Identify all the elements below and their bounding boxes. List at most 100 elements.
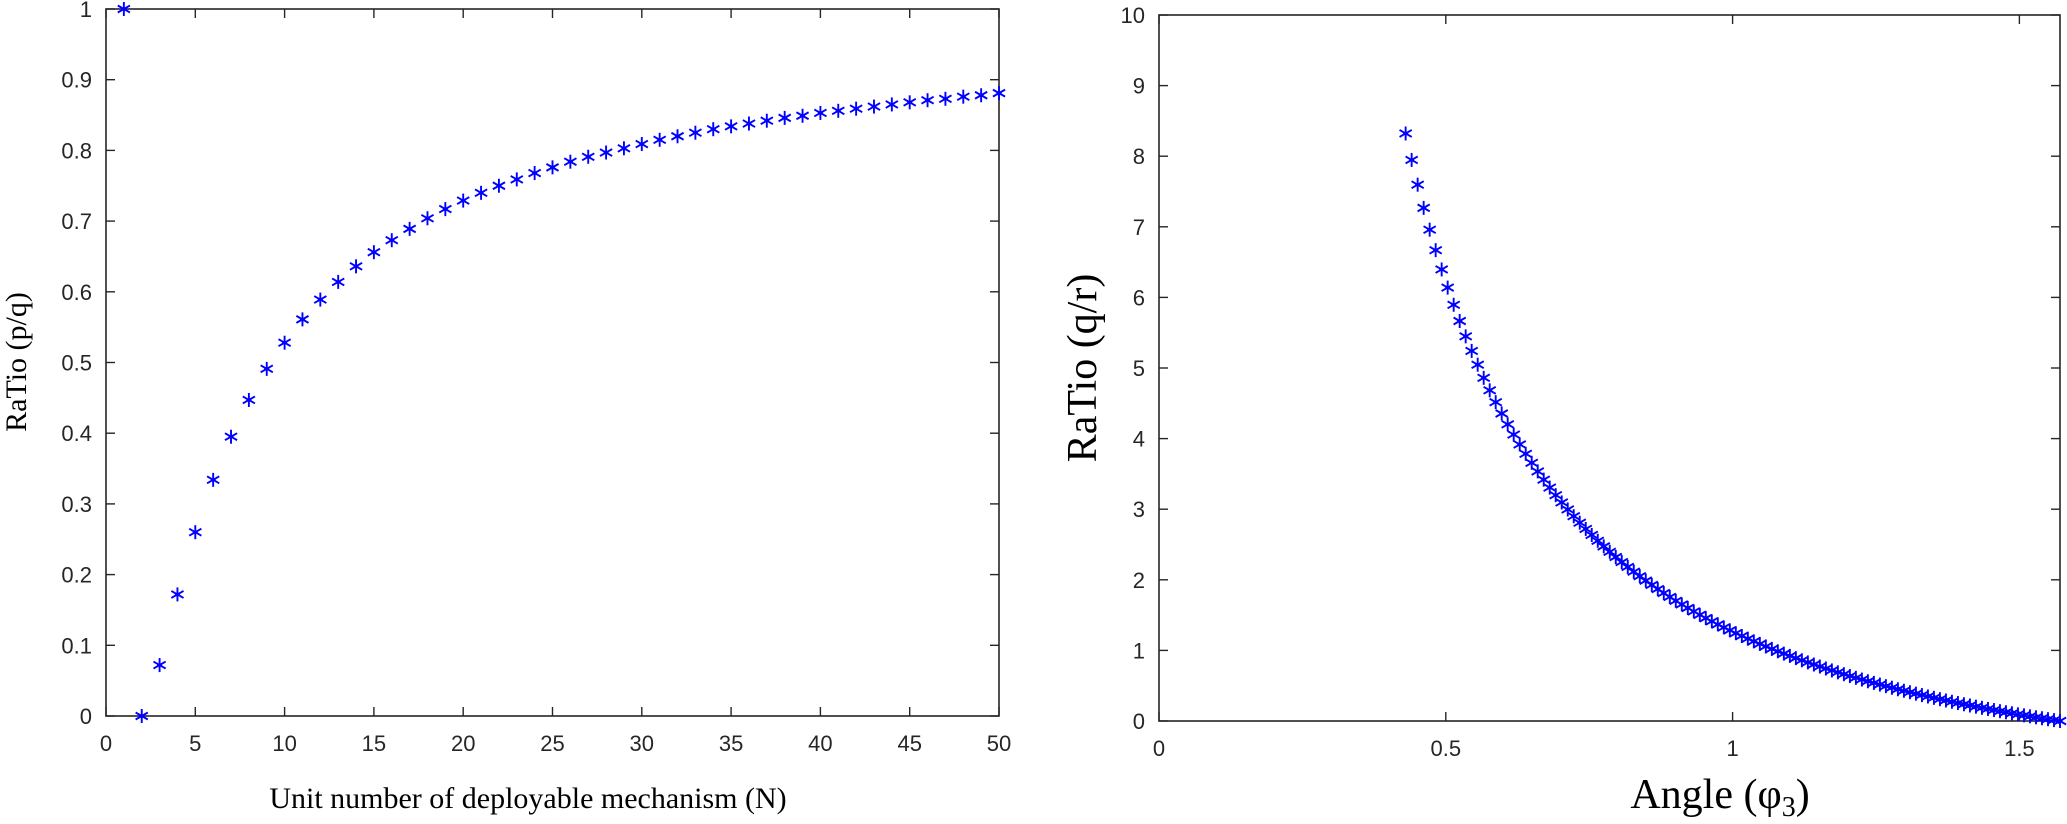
left-data-point: [831, 103, 845, 118]
left-data-point: [885, 97, 899, 112]
left-data-point: [938, 91, 952, 106]
r-ytick-label: 2: [1133, 568, 1145, 593]
left-data-point: [974, 88, 988, 103]
right-data-series: [1399, 126, 2067, 728]
l-ytick-label: 0: [80, 704, 92, 729]
right-data-point: [2053, 714, 2067, 728]
r-ytick-label: 0: [1133, 709, 1145, 734]
left-data-point: [813, 105, 827, 120]
l-ytick-label: 0.1: [61, 633, 92, 658]
right-data-point: [1525, 455, 1539, 470]
left-data-point: [349, 259, 363, 274]
right-data-point: [1399, 126, 1413, 141]
r-ytick-label: 5: [1133, 356, 1145, 381]
r-ytick-label: 1: [1133, 638, 1145, 663]
l-xtick-label: 20: [451, 731, 475, 756]
left-data-point: [795, 108, 810, 123]
left-data-point: [724, 119, 738, 134]
l-ytick-label: 0.9: [61, 68, 92, 93]
right-data-point: [1615, 555, 1629, 570]
l-ytick-label: 0.8: [61, 138, 92, 163]
left-data-point: [510, 172, 524, 187]
l-ytick-label: 0.3: [61, 492, 92, 517]
r-ytick-label: 4: [1133, 427, 1145, 452]
left-data-point: [153, 658, 167, 673]
left-data-point: [224, 429, 238, 444]
right-x-axis-label-close: ): [1796, 772, 1810, 818]
left-data-point: [688, 125, 702, 140]
l-xtick-label: 40: [808, 731, 832, 756]
left-y-axis-label: RaTio (p/q): [0, 292, 33, 432]
left-data-point: [492, 178, 506, 193]
left-data-point: [581, 149, 595, 164]
right-data-point: [1627, 564, 1641, 579]
left-data-point: [313, 292, 327, 307]
l-ytick-label: 1: [80, 0, 92, 22]
l-ytick-label: 0.2: [61, 563, 92, 588]
left-data-point: [956, 89, 970, 104]
l-xtick-label: 50: [987, 731, 1011, 756]
right-data-point: [1405, 152, 1419, 167]
r-xtick-label: 0: [1153, 736, 1165, 761]
left-data-point: [260, 361, 274, 376]
right-data-point: [1633, 569, 1647, 584]
left-data-point: [438, 202, 452, 217]
right-y-ticks: 0 1 2 3 4 5 6 7 8 9 10: [1121, 3, 2060, 734]
left-y-ticks: 0 0.1 0.2 0.3 0.4 0.5 0.6 0.7 0.8 0.9 1: [61, 0, 999, 729]
right-data-point: [1519, 446, 1533, 461]
right-data-point: [1453, 314, 1467, 329]
right-data-point: [1429, 243, 1443, 258]
r-ytick-label: 10: [1121, 3, 1145, 28]
left-data-point: [778, 110, 792, 125]
r-xtick-label: 0.5: [1430, 736, 1461, 761]
left-data-point: [867, 99, 881, 114]
left-data-point: [474, 185, 488, 200]
right-x-ticks: 0 0.5 1 1.5: [1153, 15, 2035, 761]
r-ytick-label: 9: [1133, 74, 1145, 99]
right-data-point: [1549, 488, 1563, 503]
right-chart: 0 1 2 3 4 5 6 7 8 9 10 0 0.5 1 1.5 RaTio (q/r) Angle …: [1060, 3, 2067, 823]
left-data-series: [117, 2, 1006, 723]
right-data-point: [1423, 222, 1437, 237]
right-data-point: [1471, 357, 1485, 372]
right-x-axis-label-main: Angle (φ: [1630, 772, 1781, 818]
left-plot-frame: [105, 8, 1000, 717]
right-data-point: [1495, 406, 1509, 421]
right-data-point: [1567, 509, 1581, 524]
left-x-axis-label: Unit number of deployable mechanism (N): [269, 782, 786, 815]
left-data-point: [367, 245, 381, 260]
left-data-point: [331, 274, 345, 289]
right-data-point: [1579, 521, 1593, 536]
left-data-point: [135, 709, 149, 723]
right-data-point: [1537, 472, 1551, 487]
right-data-point: [1597, 539, 1611, 554]
l-xtick-label: 10: [272, 731, 296, 756]
right-x-axis-label-subscript: 3: [1782, 792, 1796, 823]
l-xtick-label: 45: [897, 731, 921, 756]
left-data-point: [599, 145, 613, 160]
left-data-point: [242, 392, 256, 407]
right-data-point: [1477, 370, 1491, 385]
left-chart: 0 0.1 0.2 0.3 0.4 0.5 0.6 0.7 0.8 0.9 1 0 5 10 15 20 25…: [0, 0, 1011, 815]
right-data-point: [1585, 527, 1599, 542]
right-data-point: [1645, 577, 1659, 592]
left-data-point: [617, 141, 631, 156]
right-data-point: [1573, 515, 1587, 530]
l-xtick-label: 25: [540, 731, 564, 756]
left-data-point: [992, 86, 1006, 101]
right-data-point: [1603, 544, 1617, 559]
l-ytick-label: 0.4: [61, 421, 92, 446]
right-data-point: [1555, 495, 1569, 510]
left-data-point: [545, 160, 560, 175]
r-ytick-label: 8: [1133, 144, 1145, 169]
right-data-point: [1447, 297, 1461, 312]
left-x-ticks: 0 5 10 15 20 25 30 35 40 45 50: [100, 9, 1011, 756]
left-data-point: [188, 525, 202, 540]
right-data-point: [1441, 280, 1455, 295]
r-xtick-label: 1.5: [2004, 736, 2035, 761]
r-xtick-label: 1: [1726, 736, 1738, 761]
left-data-point: [170, 587, 185, 602]
left-data-point: [903, 95, 917, 110]
left-data-point: [278, 335, 292, 350]
l-xtick-label: 0: [100, 731, 112, 756]
